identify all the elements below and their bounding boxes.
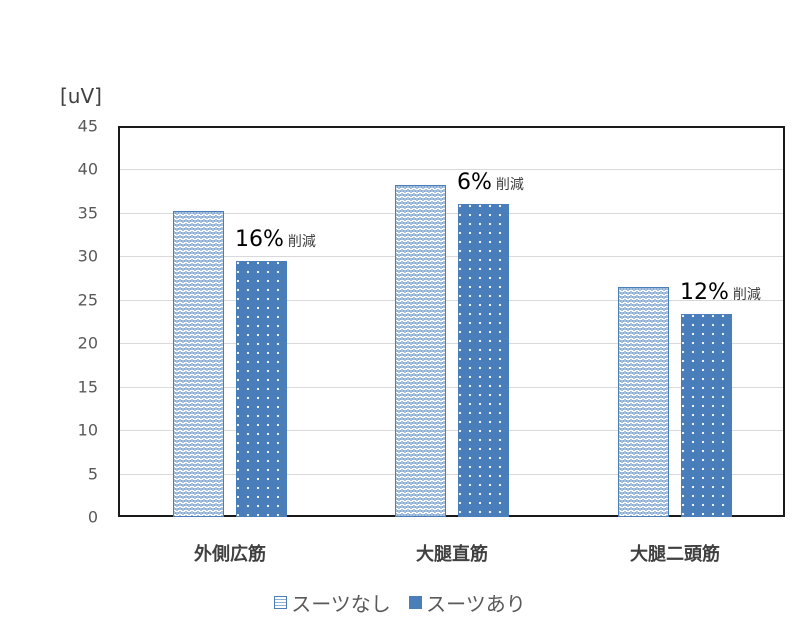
reduction-annotation: 6% 削減	[457, 170, 524, 195]
y-tick-label: 30	[77, 246, 98, 266]
reduction-word: 削減	[287, 233, 316, 250]
bar-without-suit	[173, 211, 224, 517]
bar-without-suit	[395, 185, 446, 517]
reduction-word: 削減	[732, 286, 761, 303]
x-category-label: 外側広筋	[194, 544, 266, 565]
y-tick-label: 35	[77, 203, 98, 223]
plot-area	[118, 126, 785, 517]
gridline	[120, 386, 783, 388]
legend-item-without-suit: スーツなし	[274, 588, 391, 617]
gridline	[120, 212, 783, 214]
gridline	[120, 256, 783, 258]
legend: スーツなし スーツあり	[0, 588, 800, 617]
y-tick-label: 5	[87, 464, 98, 484]
y-tick-label: 10	[77, 420, 98, 440]
reduction-annotation: 12% 削減	[680, 280, 761, 305]
gridline	[120, 430, 783, 432]
y-tick-label: 15	[77, 377, 98, 397]
y-tick-label: 20	[77, 333, 98, 353]
legend-item-with-suit: スーツあり	[409, 588, 526, 617]
bar-with-suit	[236, 260, 287, 517]
reduction-percent: 16%	[235, 226, 284, 252]
legend-label: スーツなし	[291, 592, 391, 616]
gridline	[120, 473, 783, 475]
reduction-word: 削減	[495, 177, 524, 194]
bar-with-suit	[681, 313, 732, 517]
x-category-label: 大腿直筋	[416, 544, 488, 565]
dot-pattern-swatch-icon	[409, 596, 423, 609]
y-unit-label: [uV]	[60, 84, 102, 108]
reduction-annotation: 16% 削減	[235, 227, 316, 252]
reduction-percent: 6%	[457, 170, 492, 196]
y-tick-label: 40	[77, 159, 98, 179]
bar-with-suit	[458, 204, 509, 517]
y-tick-label: 25	[77, 290, 98, 310]
gridline	[120, 299, 783, 301]
legend-label: スーツあり	[426, 592, 526, 616]
y-tick-label: 0	[87, 507, 98, 527]
gridline	[120, 343, 783, 345]
x-category-label: 大腿二頭筋	[630, 544, 720, 565]
gridline	[120, 169, 783, 171]
bar-without-suit	[618, 286, 669, 517]
wave-pattern-swatch-icon	[274, 596, 288, 609]
reduction-percent: 12%	[680, 279, 729, 305]
y-tick-label: 45	[77, 116, 98, 136]
